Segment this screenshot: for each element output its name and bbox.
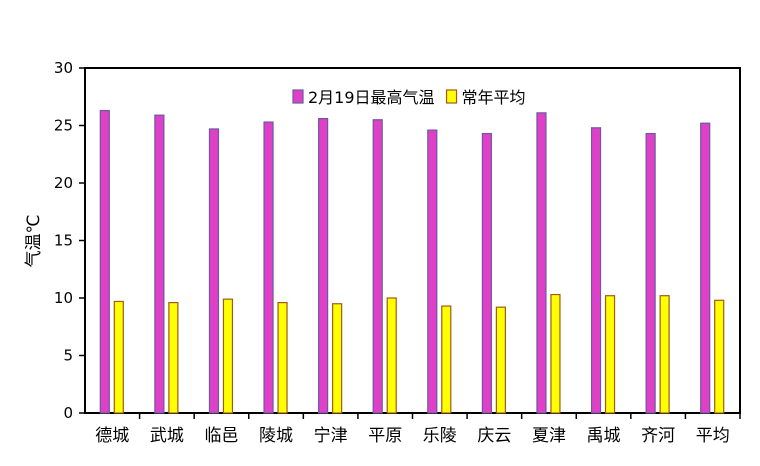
legend-swatch bbox=[445, 89, 458, 104]
bar-normal-avg bbox=[277, 302, 288, 414]
bar-max-temp bbox=[427, 129, 438, 414]
bar-max-temp bbox=[700, 122, 711, 414]
bar-max-temp bbox=[536, 112, 547, 414]
x-tick-label: 乐陵 bbox=[423, 426, 457, 446]
y-tick-label: 0 bbox=[63, 404, 73, 422]
x-tick-label: 齐河 bbox=[641, 426, 675, 446]
y-axis: 0 5 10 15 20 25 30 bbox=[54, 59, 85, 422]
bar-normal-avg bbox=[659, 295, 670, 414]
x-tick-label: 庆云 bbox=[477, 426, 511, 446]
x-tick-label: 平均 bbox=[696, 426, 730, 446]
legend-label: 常年平均 bbox=[462, 88, 526, 107]
bars bbox=[99, 109, 725, 414]
x-tick-label: 德城 bbox=[95, 426, 129, 446]
bar-normal-avg bbox=[222, 298, 234, 414]
bar-max-temp bbox=[318, 117, 329, 414]
bar-max-temp bbox=[372, 119, 383, 414]
bar-normal-avg bbox=[550, 293, 561, 414]
bar-normal-avg bbox=[168, 302, 179, 414]
bar-max-temp bbox=[154, 114, 165, 414]
bar-max-temp bbox=[208, 128, 220, 414]
bar-max-temp bbox=[263, 121, 274, 414]
legend-label: 2月19日最高气温 bbox=[308, 88, 435, 107]
plot-area bbox=[84, 67, 741, 414]
bar-max-temp bbox=[99, 109, 110, 414]
y-tick-label: 10 bbox=[54, 289, 73, 307]
bar-normal-avg bbox=[386, 297, 397, 414]
bar-normal-avg bbox=[714, 299, 725, 414]
x-tick-label: 夏津 bbox=[532, 426, 566, 446]
y-tick-label: 20 bbox=[54, 174, 73, 192]
y-tick-label: 15 bbox=[54, 232, 73, 250]
bar-normal-avg bbox=[332, 303, 343, 414]
bar-normal-avg bbox=[495, 306, 506, 414]
y-tick-label: 30 bbox=[54, 59, 73, 77]
bar-max-temp bbox=[590, 127, 602, 414]
bar-normal-avg bbox=[113, 300, 124, 414]
x-tick-label: 宁津 bbox=[314, 426, 348, 446]
legend-swatch bbox=[292, 89, 304, 104]
y-tick-label: 5 bbox=[63, 347, 73, 365]
y-tick-label: 25 bbox=[54, 117, 73, 135]
x-tick-label: 禹城 bbox=[587, 426, 621, 446]
bar-max-temp bbox=[645, 132, 656, 414]
bar-normal-avg bbox=[441, 305, 452, 414]
bar-max-temp bbox=[481, 132, 492, 414]
x-axis: 德城 武城 临邑 陵城 宁津 平原 乐陵 庆云 夏津 禹城 齐河 平均 bbox=[95, 413, 741, 446]
y-axis-label: 气温℃ bbox=[24, 214, 44, 267]
x-tick-label: 临邑 bbox=[204, 426, 238, 446]
x-tick-label: 平原 bbox=[368, 426, 402, 446]
x-tick-label: 陵城 bbox=[259, 426, 293, 446]
legend: 2月19日最高气温 常年平均 bbox=[292, 88, 526, 107]
bar-normal-avg bbox=[604, 295, 616, 414]
x-tick-label: 武城 bbox=[150, 426, 184, 446]
